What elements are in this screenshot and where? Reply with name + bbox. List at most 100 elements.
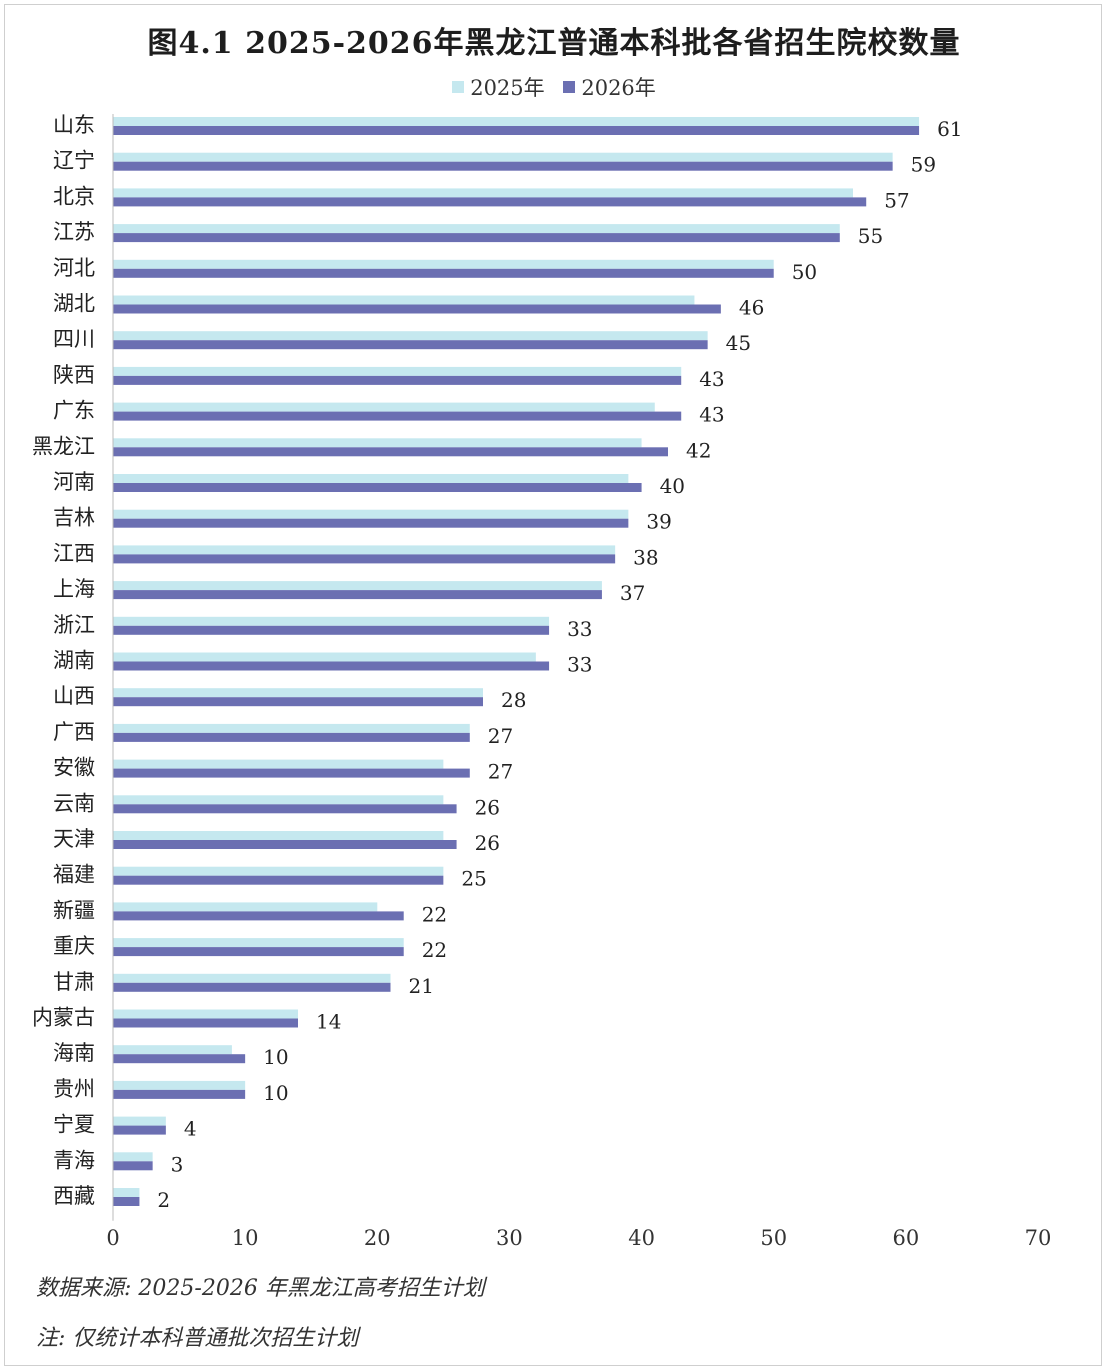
bar-2025: [113, 973, 391, 983]
bar-2025: [113, 902, 378, 912]
bar-2025: [113, 1188, 140, 1197]
bar-2026: [113, 947, 404, 957]
bar-2025: [113, 831, 444, 840]
category-label: 广东: [53, 399, 95, 423]
data-label: 27: [488, 760, 513, 784]
data-label: 43: [699, 403, 724, 427]
data-label: 45: [726, 331, 751, 355]
data-label: 33: [567, 653, 592, 677]
legend: 2025年 2026年: [0, 72, 1108, 102]
bar-2025: [113, 117, 920, 126]
bar-2026: [113, 661, 550, 671]
category-label: 新疆: [53, 898, 95, 922]
category-label: 青海: [53, 1148, 95, 1172]
x-tick-label: 30: [496, 1226, 523, 1250]
bar-2026: [113, 768, 470, 778]
footnote: 注: 仅统计本科普通批次招生计划: [36, 1326, 359, 1351]
data-label: 22: [422, 902, 447, 926]
bar-2026: [113, 1125, 166, 1135]
category-label: 北京: [53, 184, 95, 208]
data-label: 22: [422, 938, 447, 962]
bar-2025: [113, 723, 470, 733]
data-label: 25: [461, 867, 486, 891]
chart-frame: [4, 4, 1102, 1366]
chart-title: 图4.1 2025-2026年黑龙江普通本科批各省招生院校数量: [147, 26, 961, 61]
category-label: 山西: [53, 684, 95, 708]
category-label: 黑龙江: [32, 434, 95, 458]
data-label: 59: [911, 153, 936, 177]
bar-2025: [113, 509, 629, 519]
bar-2026: [113, 875, 444, 885]
bar-2025: [113, 866, 444, 876]
data-label: 3: [171, 1152, 184, 1176]
category-label: 安徽: [53, 756, 95, 780]
category-label: 海南: [53, 1041, 95, 1065]
data-label: 2: [157, 1188, 170, 1212]
category-label: 山东: [53, 113, 95, 137]
data-label: 50: [792, 260, 817, 284]
bar-2026: [113, 911, 404, 921]
x-tick-label: 70: [1025, 1226, 1052, 1250]
category-label: 陕西: [53, 363, 95, 387]
legend-item-2025: 2025年: [452, 72, 545, 102]
bar-2025: [113, 188, 853, 198]
data-label: 33: [567, 617, 592, 641]
bar-2025: [113, 759, 444, 769]
data-label: 27: [488, 724, 513, 748]
data-label: 14: [316, 1010, 341, 1034]
data-label: 10: [263, 1081, 288, 1105]
category-label: 江西: [53, 541, 95, 565]
bar-2026: [113, 375, 682, 385]
data-label: 21: [409, 974, 434, 998]
category-label: 天津: [53, 827, 95, 851]
category-label: 宁夏: [53, 1113, 95, 1137]
bar-2026: [113, 625, 550, 635]
bar-2026: [113, 590, 602, 600]
data-label: 38: [633, 545, 658, 569]
category-label: 湖北: [53, 292, 95, 316]
data-label: 57: [884, 188, 909, 212]
data-label: 43: [699, 367, 724, 391]
data-label: 61: [937, 117, 962, 141]
bar-2026: [113, 340, 708, 350]
x-tick-label: 0: [106, 1226, 119, 1250]
bar-2026: [113, 126, 920, 135]
bar-2025: [113, 1080, 246, 1090]
bar-2026: [113, 1089, 246, 1099]
bar-2026: [113, 1018, 298, 1028]
category-label: 西藏: [53, 1184, 95, 1208]
data-label: 42: [686, 438, 711, 462]
x-tick-label: 50: [760, 1226, 787, 1250]
bar-2025: [113, 331, 708, 341]
bar-2026: [113, 411, 682, 421]
bar-2026: [113, 518, 629, 528]
category-label: 河北: [53, 256, 95, 280]
bar-2025: [113, 295, 695, 305]
bar-2025: [113, 688, 483, 698]
bar-2026: [113, 447, 668, 457]
bar-2025: [113, 402, 655, 412]
bar-2026: [113, 1197, 140, 1206]
category-label: 云南: [53, 791, 95, 815]
legend-swatch-2025: [452, 81, 465, 93]
bar-2026: [113, 1161, 153, 1171]
bar-2026: [113, 161, 893, 171]
legend-swatch-2026: [563, 81, 576, 93]
bar-2025: [113, 366, 682, 376]
bar-2025: [113, 224, 840, 234]
bar-2025: [113, 938, 404, 948]
bar-2025: [113, 438, 642, 448]
category-label: 福建: [53, 863, 95, 887]
x-tick-label: 20: [364, 1226, 391, 1250]
bar-2025: [113, 1009, 298, 1019]
bar-2025: [113, 581, 602, 591]
bar-2025: [113, 1152, 153, 1162]
bar-2026: [113, 483, 642, 492]
bar-2025: [113, 795, 444, 805]
category-label: 重庆: [53, 934, 95, 958]
bar-2026: [113, 982, 391, 992]
data-label: 37: [620, 581, 645, 605]
bar-2025: [113, 474, 629, 483]
bar-2025: [113, 1116, 166, 1126]
